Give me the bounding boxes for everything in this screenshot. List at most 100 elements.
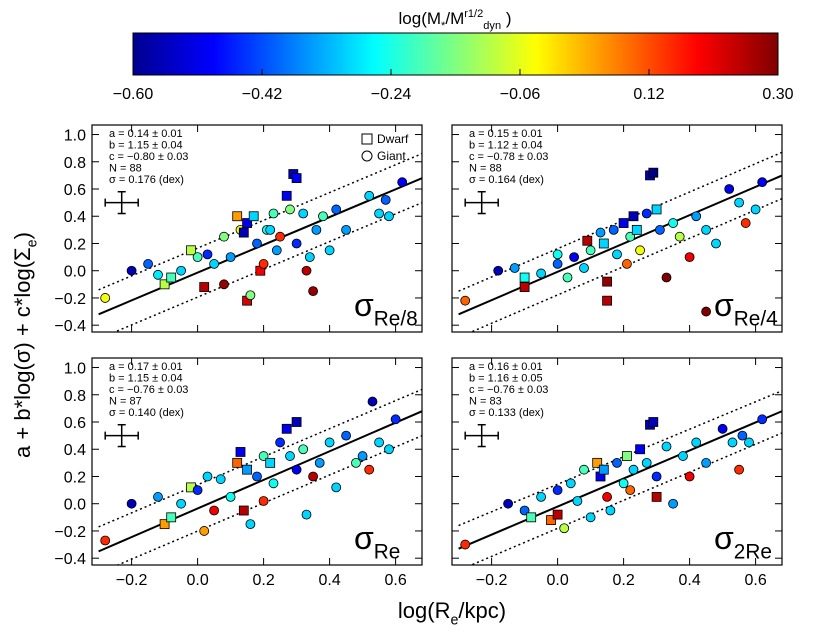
giant-point <box>569 252 579 262</box>
text-part: Re/8 <box>374 308 418 331</box>
dwarf-point <box>166 272 177 283</box>
giant-point <box>509 263 520 273</box>
giant-point <box>625 485 636 495</box>
giant-point <box>684 471 695 482</box>
giant-point <box>314 457 325 468</box>
text-part: σ <box>714 520 734 556</box>
text-part: log(R <box>398 598 451 623</box>
giant-point <box>661 272 672 283</box>
fit-line <box>98 410 422 553</box>
giant-point <box>268 478 279 489</box>
x-tick-label: 0.0 <box>186 572 208 589</box>
x-tick-label: 0.2 <box>612 572 634 589</box>
giant-point <box>291 238 302 249</box>
y-axis-label: a + b*log(σ) + c*log(Σe) <box>10 232 41 458</box>
panel-label: σRe <box>354 520 400 564</box>
dwarf-point <box>648 167 659 178</box>
colorbar-tick-label: −0.60 <box>113 86 154 103</box>
dwarf-point <box>232 211 243 222</box>
giant-point <box>724 184 735 194</box>
giant-point <box>271 245 282 256</box>
giant-point <box>225 252 236 262</box>
giant-point <box>691 211 702 222</box>
giant-point <box>737 430 748 441</box>
plot-frame <box>91 124 423 333</box>
dwarf-point <box>281 190 292 201</box>
colorbar-tick-label: 0.12 <box>633 86 664 103</box>
text-part: * <box>441 20 446 32</box>
dwarf-point <box>159 279 170 290</box>
legend-marker <box>361 150 373 162</box>
giant-point <box>565 478 576 489</box>
giant-point <box>374 208 385 219</box>
giant-point <box>367 396 378 407</box>
giant-point <box>460 295 471 306</box>
fit-stat: c = −0.78 ± 0.03 <box>469 151 548 163</box>
giant-point <box>579 263 589 273</box>
text-part: Re/4 <box>734 308 778 331</box>
giant-point <box>153 269 163 280</box>
giant-point <box>324 245 335 256</box>
colorbar-tick-label: −0.06 <box>500 86 541 103</box>
giant-point <box>384 444 394 455</box>
giant-point <box>215 474 226 485</box>
giant-point <box>605 505 616 516</box>
legend-label: Dwarf <box>377 132 409 146</box>
plot-frame <box>91 357 423 566</box>
giant-point <box>143 259 154 269</box>
giant-point <box>357 451 368 461</box>
giant-point <box>318 211 328 222</box>
dwarf-point <box>265 457 276 468</box>
giant-point <box>602 492 612 502</box>
giant-point <box>100 535 111 546</box>
fit-stat: a = 0.15 ± 0.01 <box>469 128 543 140</box>
giant-point <box>374 437 385 448</box>
text-part: log(M <box>399 9 442 28</box>
giant-point <box>192 252 203 262</box>
fit-line <box>458 174 782 316</box>
giant-point <box>595 227 606 238</box>
dwarf-point <box>238 227 249 238</box>
text-part: e <box>25 239 41 247</box>
dwarf-point <box>552 509 563 520</box>
panel-label: σRe/8 <box>354 287 418 331</box>
dwarf-point <box>635 444 645 455</box>
y-tick-label: 0.8 <box>64 155 86 172</box>
y-tick-label: 0.4 <box>64 442 86 459</box>
giant-point <box>503 498 514 509</box>
text-part: ) <box>501 9 511 28</box>
giant-point <box>219 231 229 242</box>
giant-point <box>252 238 262 249</box>
fit-stat: b = 1.12 ± 0.04 <box>469 140 543 152</box>
giant-point <box>202 249 213 260</box>
dwarf-point <box>291 173 302 184</box>
y-tick-label: −0.4 <box>54 318 86 335</box>
giant-point <box>460 539 471 550</box>
giant-point <box>275 437 286 448</box>
text-part: ) <box>10 232 35 239</box>
giant-point <box>622 259 632 269</box>
y-tick-label: 0.6 <box>64 415 86 432</box>
dwarf-point <box>618 218 629 228</box>
text-part: 2Re <box>734 541 772 564</box>
giant-point <box>641 208 652 219</box>
dwarf-point <box>602 295 612 306</box>
fit-line <box>98 177 422 316</box>
giant-point <box>744 437 754 448</box>
panel-label: σRe/4 <box>714 287 778 331</box>
plot-frame <box>451 357 783 566</box>
giant-point <box>701 306 711 317</box>
giant-point <box>612 457 622 468</box>
dwarf-point <box>546 515 556 525</box>
dwarf-point <box>235 447 246 457</box>
text-part: /kpc) <box>458 598 506 623</box>
giant-point <box>245 519 256 530</box>
giant-point <box>258 259 269 269</box>
giant-point <box>678 451 688 461</box>
x-tick-label: −0.2 <box>476 572 508 589</box>
giant-point <box>225 492 236 502</box>
giant-point <box>291 464 302 475</box>
giant-point <box>628 464 639 475</box>
dwarf-point <box>281 423 292 434</box>
giant-point <box>668 498 678 509</box>
